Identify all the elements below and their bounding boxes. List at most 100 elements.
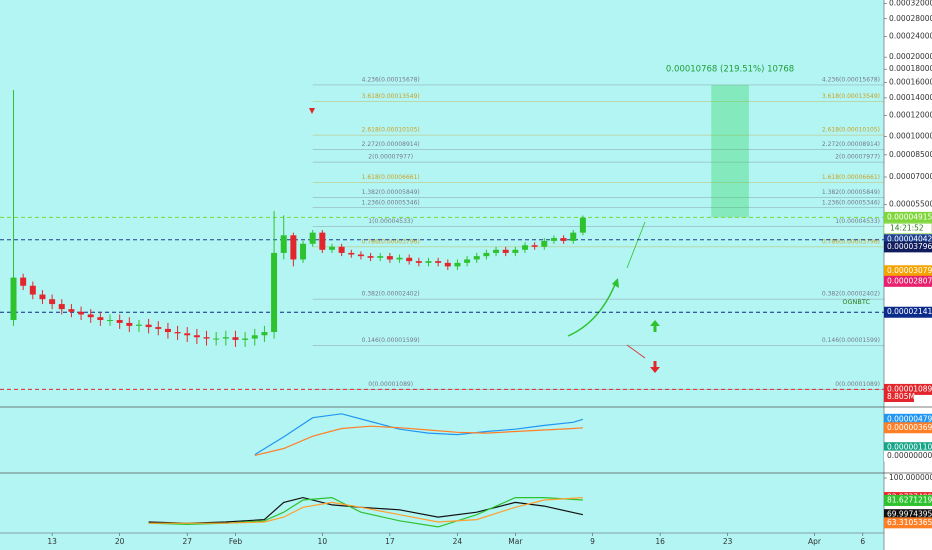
price-tag-label: 0.00000479 [887,414,932,423]
fib-label: 3.618(0.00013549) [822,93,880,100]
down-line [626,344,646,359]
down-arrow [650,367,660,373]
fib-label: 2(0.00007977) [835,154,880,161]
candle-body [396,257,403,260]
candle-body [213,338,220,340]
y-tick-label: 0.00018000 [889,64,932,73]
price-tag-label: 0.00000110 [887,443,932,452]
candle-body [493,249,500,253]
price-tag [884,450,932,462]
price-tag [884,413,932,425]
price-tag [884,234,932,246]
candle-body [116,320,123,323]
price-tag-label: 0.00004042 [887,235,932,244]
fib-label: 2.618(0.00010105) [362,127,420,134]
candle-body [328,246,335,250]
y-tick-label: 0.00010000 [889,131,932,140]
candle-body [251,335,258,339]
arrow-head [612,278,619,288]
y-tick-label: 0.00016000 [889,78,932,87]
fib-label: 1.382(0.00005849) [822,189,880,196]
candle-body [435,261,442,263]
candle-body [406,257,413,262]
candle-body [367,256,374,258]
fib-label: 0.382(0.00002402) [362,291,420,298]
candle-body [10,277,17,321]
y-tick-label: 0.00028000 [889,14,932,23]
fib-label: 2.272(0.00008914) [362,141,420,148]
candle-body [309,232,316,244]
x-tick-label: 24 [453,537,463,546]
candle-body [135,324,142,326]
price-tag [884,275,932,287]
candle-body [357,254,364,257]
fib-label: 0.786(0.00003796) [362,238,420,245]
price-tag-label: 0.00002141 [887,307,932,316]
price-tag-label: 0.00001089 [887,384,932,393]
candle-body [521,245,528,250]
countdown-tag [883,223,932,234]
x-tick-label: 13 [47,537,57,546]
candle-body [49,299,56,305]
price-tag [884,422,932,434]
candle-body [271,252,278,333]
candle-body [550,238,557,241]
projection-arrow [567,281,617,337]
fib-label: 1(0.00004533) [835,218,880,225]
signal-marker [309,108,315,114]
price-tag-label: 63.31053654 [887,518,932,527]
projection-line [626,221,646,269]
volume-tag [884,392,914,402]
measure-box [711,84,749,218]
fib-label: 2(0.00007977) [368,154,413,161]
fib-label: 1.382(0.00005849) [362,189,420,196]
x-tick-label: 23 [723,537,733,546]
fib-label: 0(0.00001089) [835,381,880,388]
y-tick-label: 0.00024000 [889,31,932,40]
symbol-label: OGNBTC [842,298,870,306]
candle-body [174,332,181,334]
fib-label: 2.618(0.00010105) [822,127,880,134]
candle-body [464,259,471,263]
price-tag [884,494,932,506]
candle-body [386,256,393,260]
price-tag [884,442,932,454]
candle-body [377,256,384,258]
fib-label: 2.272(0.00008914) [822,141,880,148]
candle-body [502,249,509,253]
candle-body [319,232,326,250]
x-tick-label: 20 [115,537,125,546]
price-tag [884,241,932,253]
up-arrow [650,320,660,326]
candle-body [58,304,65,310]
fib-label: 1.618(0.00006661) [822,174,880,181]
candle-body [261,332,268,336]
candle-body [68,309,75,312]
price-tag [884,383,932,395]
price-tag [884,211,932,223]
candle-body [145,324,152,328]
y-tick-label: 100.0000000 [889,473,932,482]
fib-label: 0.786(0.00003796) [822,238,880,245]
fib-label: 4.236(0.00015678) [822,76,880,83]
stoch-line [148,497,583,524]
x-tick-label: 16 [655,537,665,546]
candle-body [20,277,27,286]
fib-label: 0.146(0.00001599) [362,337,420,344]
fib-label: 1.618(0.00006661) [362,174,420,181]
price-tag-label: 0.00000369 [887,423,932,432]
candle-body [97,317,104,321]
candle-body [193,335,200,338]
y-tick-label: 0.00014000 [889,93,932,102]
candle-body [483,252,490,257]
candle-body [560,238,567,241]
price-tag-label: 0.00003796 [887,242,932,251]
stoch-line [148,496,584,524]
fib-label: 0.382(0.00002402) [822,291,880,298]
x-tick-label: 10 [318,537,328,546]
fib-label: 1(0.00004533) [368,218,413,225]
price-tag-label: 0.00000000 [887,451,932,460]
down-arrow [653,361,657,367]
